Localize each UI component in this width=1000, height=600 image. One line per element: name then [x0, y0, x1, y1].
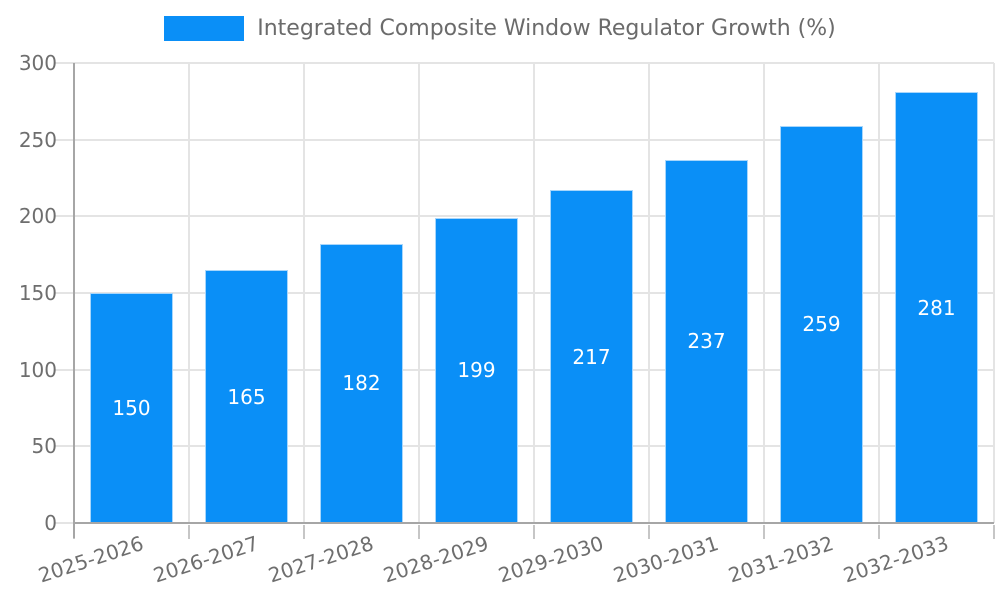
y-tick-label: 150 — [18, 281, 57, 305]
y-tick-label: 50 — [31, 434, 57, 459]
x-tick-mark — [878, 525, 880, 539]
bar-value-label: 259 — [802, 312, 841, 337]
bar-value-label: 281 — [917, 295, 956, 320]
bar-2027-2028 — [320, 243, 403, 522]
x-axis-line — [73, 522, 994, 524]
legend-label: Integrated Composite Window Regulator Gr… — [257, 16, 836, 41]
legend-swatch — [164, 16, 245, 41]
x-tick-mark — [763, 525, 765, 539]
x-tick-mark — [303, 525, 305, 539]
bar-2028-2029 — [435, 217, 518, 522]
x-tick-label: 2028-2029 — [380, 531, 492, 588]
x-tick-mark — [993, 525, 995, 539]
y-tick-label: 100 — [18, 357, 57, 382]
bar-value-label: 217 — [572, 344, 611, 369]
bar-2031-2032 — [780, 125, 863, 522]
x-gridline — [188, 63, 190, 523]
y-gridline — [55, 215, 994, 218]
x-tick-label: 2032-2033 — [840, 531, 952, 588]
x-gridline — [418, 63, 420, 523]
y-gridline — [55, 292, 994, 294]
bar-2029-2030 — [550, 190, 633, 522]
x-tick-mark — [418, 525, 420, 539]
bar-2026-2027 — [205, 270, 288, 522]
x-tick-label: 2031-2032 — [725, 531, 837, 588]
bar-value-label: 150 — [112, 396, 151, 420]
x-gridline — [993, 63, 995, 523]
x-gridline — [533, 63, 535, 523]
x-tick-label: 2025-2026 — [35, 531, 147, 588]
y-tick-label: 0 — [44, 511, 57, 535]
x-tick-label: 2030-2031 — [610, 531, 722, 588]
x-gridline — [763, 63, 765, 523]
y-gridline — [55, 368, 994, 371]
x-tick-label: 2029-2030 — [495, 531, 607, 588]
y-gridline — [55, 138, 994, 141]
x-tick-label: 2026-2027 — [150, 531, 262, 588]
x-tick-mark — [648, 525, 650, 539]
x-gridline — [303, 63, 305, 523]
y-tick-label: 300 — [18, 51, 57, 75]
y-axis-line — [73, 63, 75, 538]
bar-value-label: 182 — [342, 371, 381, 396]
x-tick-mark — [188, 525, 190, 539]
x-gridline — [648, 63, 650, 523]
bar-value-label: 165 — [227, 384, 266, 409]
chart-legend: Integrated Composite Window Regulator Gr… — [0, 16, 1000, 41]
bar-2030-2031 — [665, 159, 748, 522]
x-tick-label: 2027-2028 — [265, 531, 377, 588]
bar-2025-2026 — [90, 293, 173, 522]
bar-value-label: 237 — [687, 329, 726, 354]
y-gridline — [55, 445, 994, 448]
bar-value-label: 199 — [457, 358, 496, 383]
y-tick-label: 250 — [18, 127, 57, 152]
y-tick-label: 200 — [18, 204, 57, 229]
y-gridline — [55, 62, 994, 64]
x-gridline — [878, 63, 880, 523]
x-tick-mark — [533, 525, 535, 539]
bar-2032-2033 — [895, 92, 978, 522]
